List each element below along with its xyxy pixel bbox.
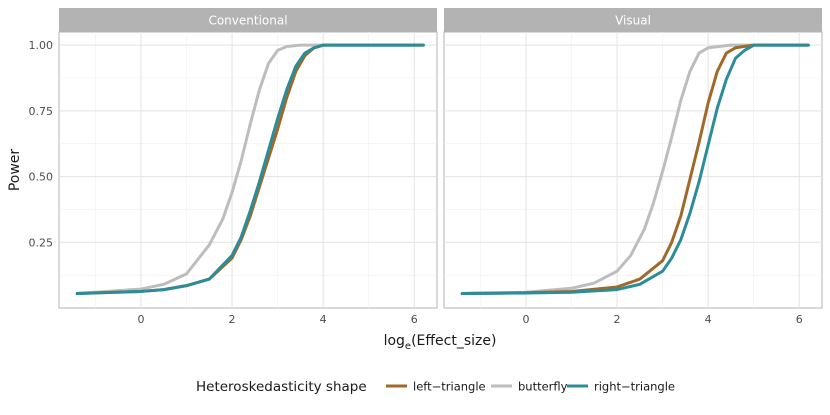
strip-visual bbox=[444, 8, 822, 32]
legend-title: Heteroskedasticity shape bbox=[196, 379, 367, 395]
x-tick-label: 4 bbox=[320, 313, 327, 326]
x-axis-title: loge(Effect_size) bbox=[384, 333, 497, 352]
x-axis-title-prefix: log bbox=[384, 333, 405, 349]
legend-label-right-triangle: right−triangle bbox=[594, 380, 675, 394]
x-tick-label: 0 bbox=[522, 313, 529, 326]
x-tick-label: 0 bbox=[137, 313, 144, 326]
strip-conventional bbox=[59, 8, 437, 32]
x-tick-label: 4 bbox=[705, 313, 712, 326]
x-tick-labels: 0 2 4 6 0 2 4 6 bbox=[137, 313, 802, 326]
gridlines-conventional bbox=[59, 32, 437, 308]
y-tick-label: 0.50 bbox=[29, 171, 54, 184]
y-axis-title: Power bbox=[7, 149, 23, 192]
strip-title-conventional: Conventional bbox=[208, 14, 287, 28]
plot-area-visual bbox=[443, 31, 823, 309]
series-line-left-triangle bbox=[460, 43, 810, 296]
series-line-butterfly bbox=[460, 43, 810, 296]
panel-visual: Visual bbox=[443, 8, 823, 309]
x-axis-title-subscript: e bbox=[405, 341, 411, 352]
legend-label-left-triangle: left−triangle bbox=[413, 380, 486, 394]
legend: Heteroskedasticity shape left−triangle b… bbox=[196, 379, 675, 395]
x-tick-label: 2 bbox=[229, 313, 236, 326]
y-tick-label: 0.75 bbox=[29, 105, 54, 118]
series-line-butterfly bbox=[75, 43, 425, 296]
series-line-right-triangle bbox=[460, 43, 810, 296]
series-lines-conventional bbox=[75, 43, 425, 296]
plot-area-conventional bbox=[58, 31, 438, 309]
y-tick-labels: 0.25 0.50 0.75 1.00 bbox=[29, 39, 54, 249]
x-tick-label: 6 bbox=[411, 313, 418, 326]
series-lines-visual bbox=[460, 43, 810, 296]
series-line-right-triangle bbox=[75, 43, 425, 296]
legend-label-butterfly: butterfly bbox=[518, 380, 568, 394]
x-axis-title-suffix: (Effect_size) bbox=[411, 333, 496, 349]
y-tick-label: 0.25 bbox=[29, 236, 54, 249]
strip-title-visual: Visual bbox=[615, 14, 651, 28]
x-tick-label: 2 bbox=[614, 313, 621, 326]
y-tick-label: 1.00 bbox=[29, 39, 54, 52]
x-tick-label: 6 bbox=[796, 313, 803, 326]
panel-conventional: Conventional bbox=[58, 8, 438, 309]
